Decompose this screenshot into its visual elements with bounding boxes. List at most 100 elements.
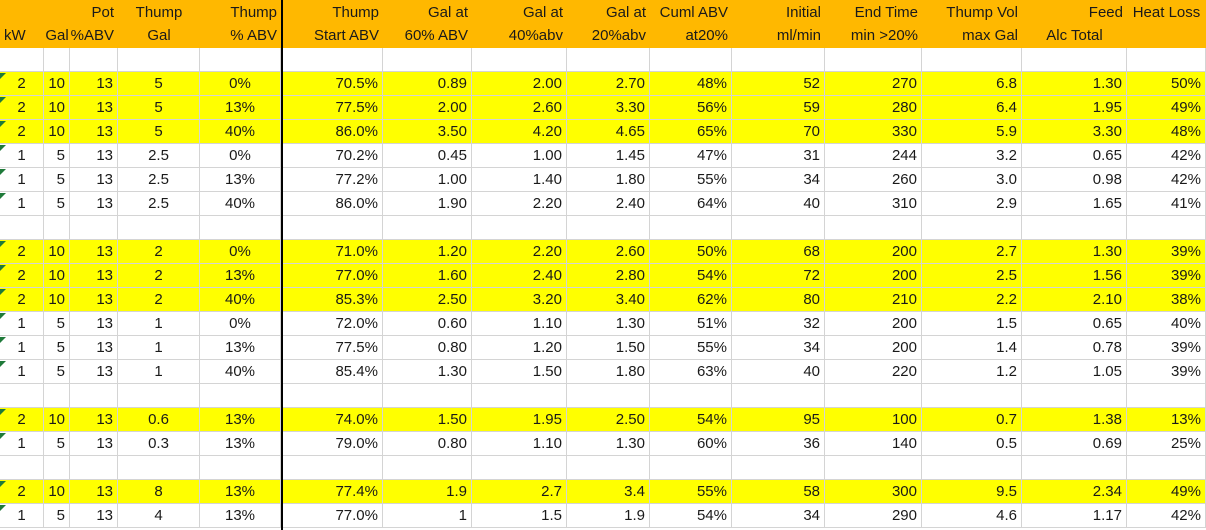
- cell-gal-at-60[interactable]: [383, 216, 472, 240]
- cell-feed[interactable]: 3.30: [1022, 120, 1127, 144]
- cell-thump-vol[interactable]: [922, 456, 1022, 480]
- cell-end-time[interactable]: 330: [825, 120, 922, 144]
- cell-gal-at-60[interactable]: 0.60: [383, 312, 472, 336]
- cell-thump-abv[interactable]: [200, 48, 281, 72]
- cell-thump-start-abv[interactable]: 85.3%: [281, 288, 383, 312]
- cell-thump-abv[interactable]: 13%: [200, 336, 281, 360]
- cell-thump-gal[interactable]: 1: [118, 336, 200, 360]
- cell-feed[interactable]: 2.10: [1022, 288, 1127, 312]
- cell-end-time[interactable]: 200: [825, 240, 922, 264]
- cell-cuml-abv[interactable]: 54%: [650, 504, 732, 528]
- cell-thump-abv[interactable]: 13%: [200, 504, 281, 528]
- cell-cuml-abv[interactable]: 63%: [650, 360, 732, 384]
- cell-gal[interactable]: 5: [44, 144, 70, 168]
- cell-thump-start-abv[interactable]: 77.0%: [281, 264, 383, 288]
- cell-kw[interactable]: [0, 456, 44, 480]
- cell-gal[interactable]: 10: [44, 264, 70, 288]
- cell-pot-abv[interactable]: 13: [70, 408, 118, 432]
- cell-feed[interactable]: 1.95: [1022, 96, 1127, 120]
- cell-feed[interactable]: [1022, 216, 1127, 240]
- cell-gal-at-40[interactable]: 1.00: [472, 144, 567, 168]
- cell-gal-at-20[interactable]: 1.9: [567, 504, 650, 528]
- cell-thump-abv[interactable]: 40%: [200, 120, 281, 144]
- cell-cuml-abv[interactable]: [650, 48, 732, 72]
- cell-gal[interactable]: 5: [44, 432, 70, 456]
- cell-cuml-abv[interactable]: 51%: [650, 312, 732, 336]
- cell-gal-at-20[interactable]: 2.60: [567, 240, 650, 264]
- cell-kw[interactable]: 2: [0, 288, 44, 312]
- cell-thump-vol[interactable]: 0.7: [922, 408, 1022, 432]
- cell-kw[interactable]: [0, 384, 44, 408]
- cell-end-time[interactable]: [825, 48, 922, 72]
- cell-initial-rate[interactable]: 95: [732, 408, 825, 432]
- cell-cuml-abv[interactable]: 48%: [650, 72, 732, 96]
- cell-gal[interactable]: [44, 48, 70, 72]
- cell-thump-gal[interactable]: 1: [118, 360, 200, 384]
- cell-thump-gal[interactable]: 2.5: [118, 144, 200, 168]
- cell-gal[interactable]: 5: [44, 192, 70, 216]
- cell-gal[interactable]: 10: [44, 96, 70, 120]
- cell-thump-vol[interactable]: 2.2: [922, 288, 1022, 312]
- cell-feed[interactable]: 0.78: [1022, 336, 1127, 360]
- cell-gal-at-40[interactable]: 2.20: [472, 192, 567, 216]
- cell-thump-abv[interactable]: [200, 384, 281, 408]
- cell-thump-start-abv[interactable]: [281, 456, 383, 480]
- cell-heat-loss[interactable]: [1127, 456, 1206, 480]
- cell-gal-at-60[interactable]: 2.50: [383, 288, 472, 312]
- cell-gal-at-40[interactable]: 2.60: [472, 96, 567, 120]
- cell-gal-at-60[interactable]: [383, 456, 472, 480]
- cell-gal-at-40[interactable]: 1.10: [472, 312, 567, 336]
- cell-heat-loss[interactable]: 49%: [1127, 96, 1206, 120]
- cell-feed[interactable]: 1.38: [1022, 408, 1127, 432]
- cell-gal-at-40[interactable]: [472, 216, 567, 240]
- cell-thump-abv[interactable]: 13%: [200, 96, 281, 120]
- cell-kw[interactable]: 2: [0, 120, 44, 144]
- cell-gal-at-40[interactable]: 1.20: [472, 336, 567, 360]
- cell-thump-abv[interactable]: [200, 456, 281, 480]
- cell-pot-abv[interactable]: 13: [70, 168, 118, 192]
- cell-gal-at-60[interactable]: 1.00: [383, 168, 472, 192]
- cell-cuml-abv[interactable]: 64%: [650, 192, 732, 216]
- cell-thump-vol[interactable]: 1.2: [922, 360, 1022, 384]
- cell-thump-start-abv[interactable]: 86.0%: [281, 192, 383, 216]
- cell-pot-abv[interactable]: 13: [70, 120, 118, 144]
- cell-gal-at-20[interactable]: 4.65: [567, 120, 650, 144]
- cell-feed[interactable]: 0.65: [1022, 144, 1127, 168]
- cell-cuml-abv[interactable]: 55%: [650, 480, 732, 504]
- cell-thump-gal[interactable]: 1: [118, 312, 200, 336]
- cell-end-time[interactable]: [825, 456, 922, 480]
- cell-thump-vol[interactable]: 2.7: [922, 240, 1022, 264]
- cell-pot-abv[interactable]: 13: [70, 264, 118, 288]
- cell-end-time[interactable]: 200: [825, 336, 922, 360]
- cell-thump-gal[interactable]: 2: [118, 264, 200, 288]
- cell-thump-start-abv[interactable]: 85.4%: [281, 360, 383, 384]
- cell-initial-rate[interactable]: 34: [732, 168, 825, 192]
- cell-initial-rate[interactable]: 34: [732, 504, 825, 528]
- cell-thump-gal[interactable]: 4: [118, 504, 200, 528]
- cell-thump-vol[interactable]: 4.6: [922, 504, 1022, 528]
- cell-gal-at-20[interactable]: 2.70: [567, 72, 650, 96]
- cell-gal-at-40[interactable]: 1.40: [472, 168, 567, 192]
- cell-heat-loss[interactable]: 39%: [1127, 240, 1206, 264]
- cell-thump-abv[interactable]: 40%: [200, 288, 281, 312]
- cell-cuml-abv[interactable]: 50%: [650, 240, 732, 264]
- cell-heat-loss[interactable]: 42%: [1127, 144, 1206, 168]
- cell-thump-gal[interactable]: [118, 384, 200, 408]
- cell-kw[interactable]: 2: [0, 72, 44, 96]
- cell-gal-at-40[interactable]: 2.20: [472, 240, 567, 264]
- cell-gal-at-60[interactable]: 1: [383, 504, 472, 528]
- cell-thump-gal[interactable]: 8: [118, 480, 200, 504]
- cell-gal-at-40[interactable]: [472, 384, 567, 408]
- cell-thump-start-abv[interactable]: 79.0%: [281, 432, 383, 456]
- cell-heat-loss[interactable]: 49%: [1127, 480, 1206, 504]
- cell-pot-abv[interactable]: 13: [70, 360, 118, 384]
- cell-pot-abv[interactable]: 13: [70, 192, 118, 216]
- cell-thump-start-abv[interactable]: 77.4%: [281, 480, 383, 504]
- cell-gal[interactable]: 10: [44, 408, 70, 432]
- cell-gal-at-20[interactable]: 2.50: [567, 408, 650, 432]
- cell-end-time[interactable]: 290: [825, 504, 922, 528]
- cell-thump-start-abv[interactable]: 72.0%: [281, 312, 383, 336]
- cell-feed[interactable]: 1.05: [1022, 360, 1127, 384]
- cell-thump-abv[interactable]: 13%: [200, 480, 281, 504]
- cell-gal-at-20[interactable]: 1.45: [567, 144, 650, 168]
